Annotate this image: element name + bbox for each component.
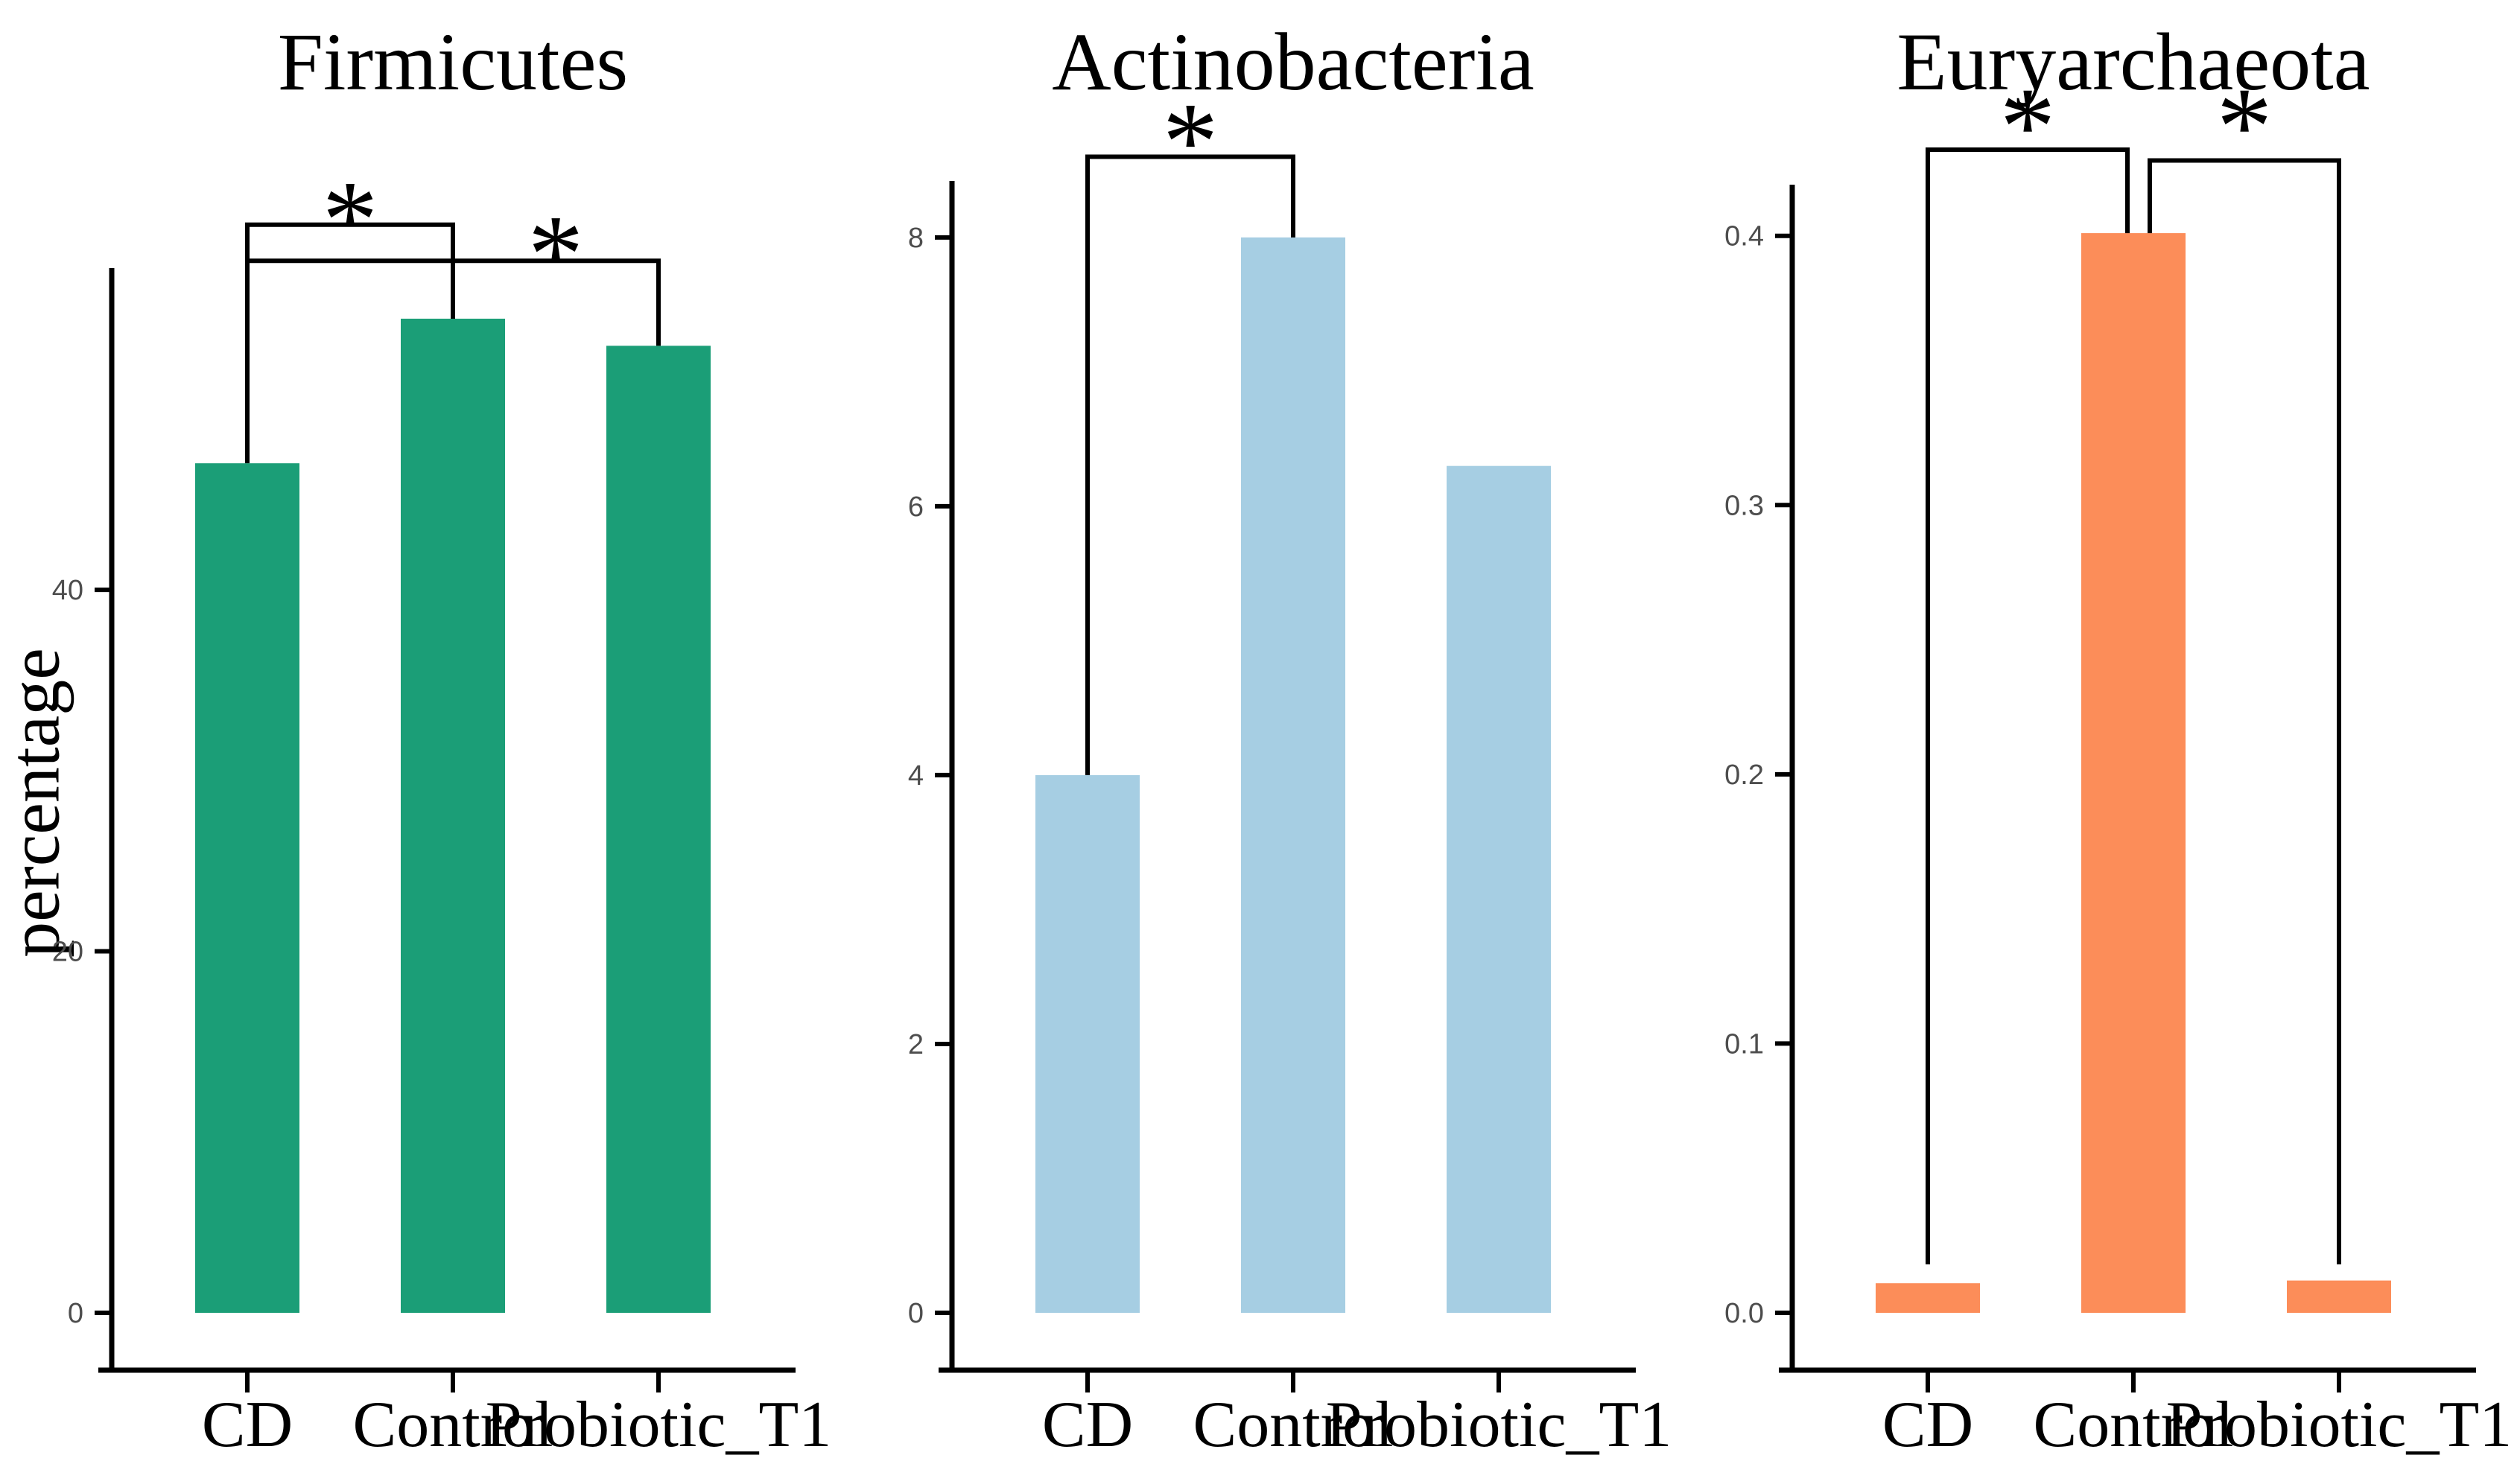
significance-bracket [1085,154,1295,775]
y-tick-label: 4 [908,760,924,792]
chart-title: Actinobacteria [1052,16,1534,107]
y-tick-label: 0 [68,1298,83,1329]
significance-star: * [528,192,584,316]
bar-control [401,318,505,1314]
category-label-control: Control [2034,1389,2234,1461]
panel-euryarchaeota: Euryarchaeota 0.0 0.1 0.2 0.3 0.4 CD Control Pr… [1680,0,2520,1461]
bar-control [1241,237,1345,1314]
y-tick-label: 0 [908,1298,924,1329]
bar-control [2081,233,2186,1314]
bar-cd [1035,774,1140,1313]
category-label-control: Control [353,1389,553,1461]
y-tick-label: 0.3 [1724,490,1764,521]
significance-bracket [245,222,455,464]
category-label-probiotic_t1: Probiotic_T1 [486,1389,831,1461]
bar-cd [195,463,299,1313]
category-label-control: Control [1193,1389,1394,1461]
panel-actinobacteria: Actinobacteria 0 2 4 6 8 CD Control Probiotic_T… [840,0,1680,1461]
significance-bracket [2148,158,2341,1264]
y-tick-label: 8 [908,223,924,254]
significance-star: * [1163,80,1219,203]
y-tick-label: 2 [908,1029,924,1060]
significance-bracket [1926,147,2130,1264]
y-tick-label: 0.2 [1724,760,1764,791]
category-label-probiotic_t1: Probiotic_T1 [1326,1389,1672,1461]
significance-star: * [2000,65,2056,188]
panel-firmicutes: Firmicutes percentage 0 20 40 CD Control Prob… [0,0,840,1461]
y-tick-label: 0.0 [1724,1298,1764,1329]
bar-probiotic_t1 [2287,1280,2391,1313]
y-tick-label: 0.1 [1724,1028,1764,1060]
y-tick-label: 6 [908,491,924,523]
y-tick-label: 40 [52,575,83,606]
chart-title: Euryarchaeota [1897,16,2370,107]
significance-star: * [2217,65,2273,188]
y-tick-label: 0.4 [1724,221,1764,252]
category-label-cd: CD [1882,1389,1973,1461]
category-label-cd: CD [202,1389,293,1461]
category-label-cd: CD [1042,1389,1133,1461]
y-tick-label: 20 [52,937,83,968]
category-label-probiotic_t1: Probiotic_T1 [2166,1389,2512,1461]
significance-bracket [247,258,661,346]
bar-cd [1876,1283,1980,1313]
chart-title: Firmicutes [277,16,629,107]
bar-probiotic_t1 [1447,465,1551,1314]
bar-probiotic_t1 [606,346,711,1313]
